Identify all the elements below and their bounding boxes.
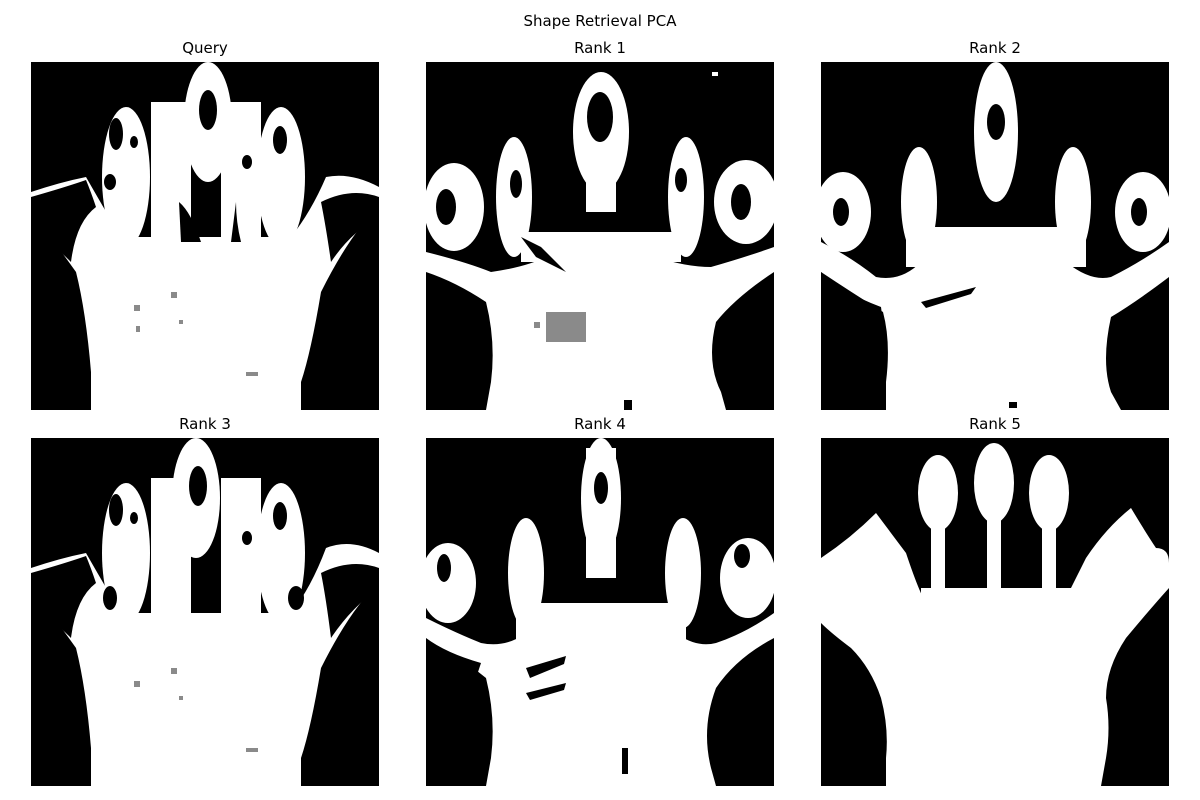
crown-shape-image [426,62,774,410]
crown-shape-image [31,438,379,786]
crown-shape-image [426,438,774,786]
panel-title-rank4: Rank 4 [574,415,626,433]
figure-title: Shape Retrieval PCA [523,12,677,30]
panel-title-rank2: Rank 2 [969,39,1021,57]
panel-title-rank1: Rank 1 [574,39,626,57]
crown-shape-image [821,62,1169,410]
panel-title-query: Query [182,39,228,57]
panel-title-rank3: Rank 3 [179,415,231,433]
panel-title-rank5: Rank 5 [969,415,1021,433]
crown-shape-image [31,62,379,410]
crown-shape-image [821,438,1169,786]
